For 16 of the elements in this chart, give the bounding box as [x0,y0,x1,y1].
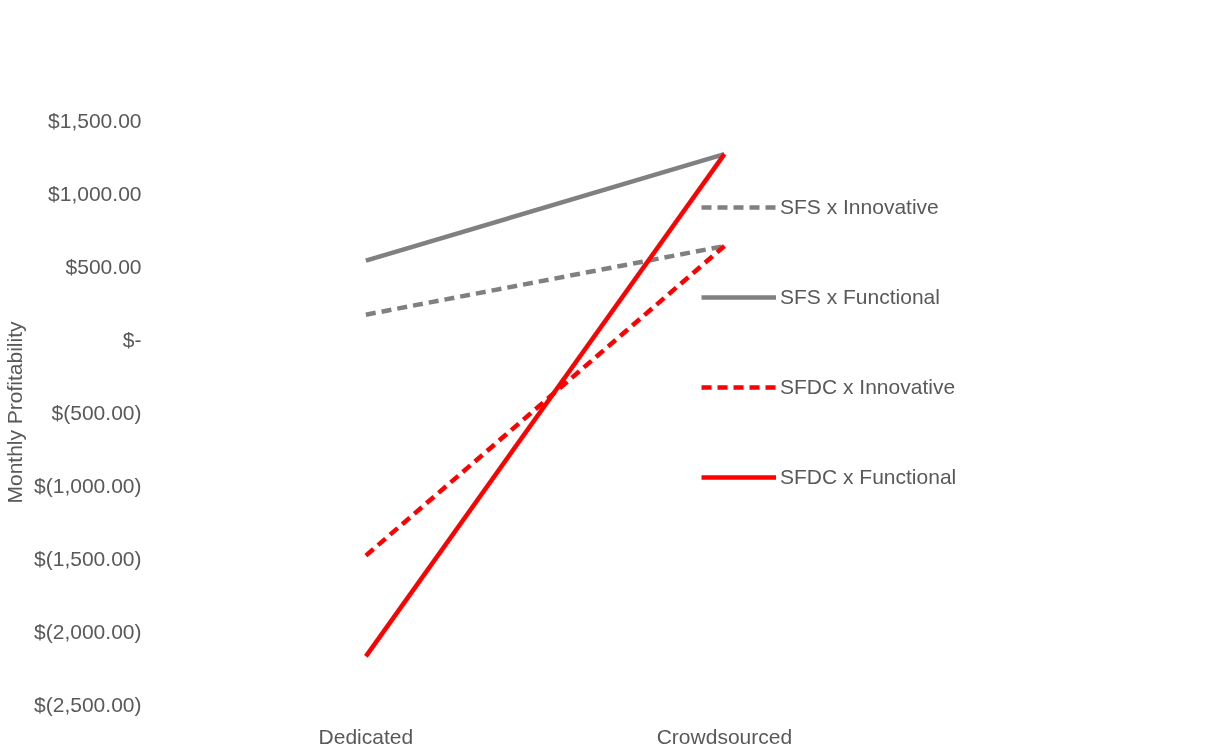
y-tick-label: $500.00 [65,255,142,278]
legend-label: SFDC x Innovative [780,375,956,399]
y-tick-label: $1,500.00 [48,109,142,132]
y-tick-label: $1,000.00 [48,182,142,205]
x-tick-label: Crowdsourced [656,724,793,748]
y-tick-label: $- [122,328,142,351]
y-tick-label: $(1,500.00) [34,547,142,570]
x-tick-label: Dedicated [318,724,414,748]
legend-label: SFDC x Functional [780,465,957,489]
y-tick-label: $(2,000.00) [34,620,142,643]
legend-label: SFS x Innovative [780,195,939,219]
y-tick-label: $(2,500.00) [34,693,142,716]
legend-label: SFS x Functional [780,285,940,309]
y-axis-title: Monthly Profitability [3,320,27,504]
y-tick-label: $(1,000.00) [34,474,142,497]
y-tick-label: $(500.00) [51,401,142,424]
